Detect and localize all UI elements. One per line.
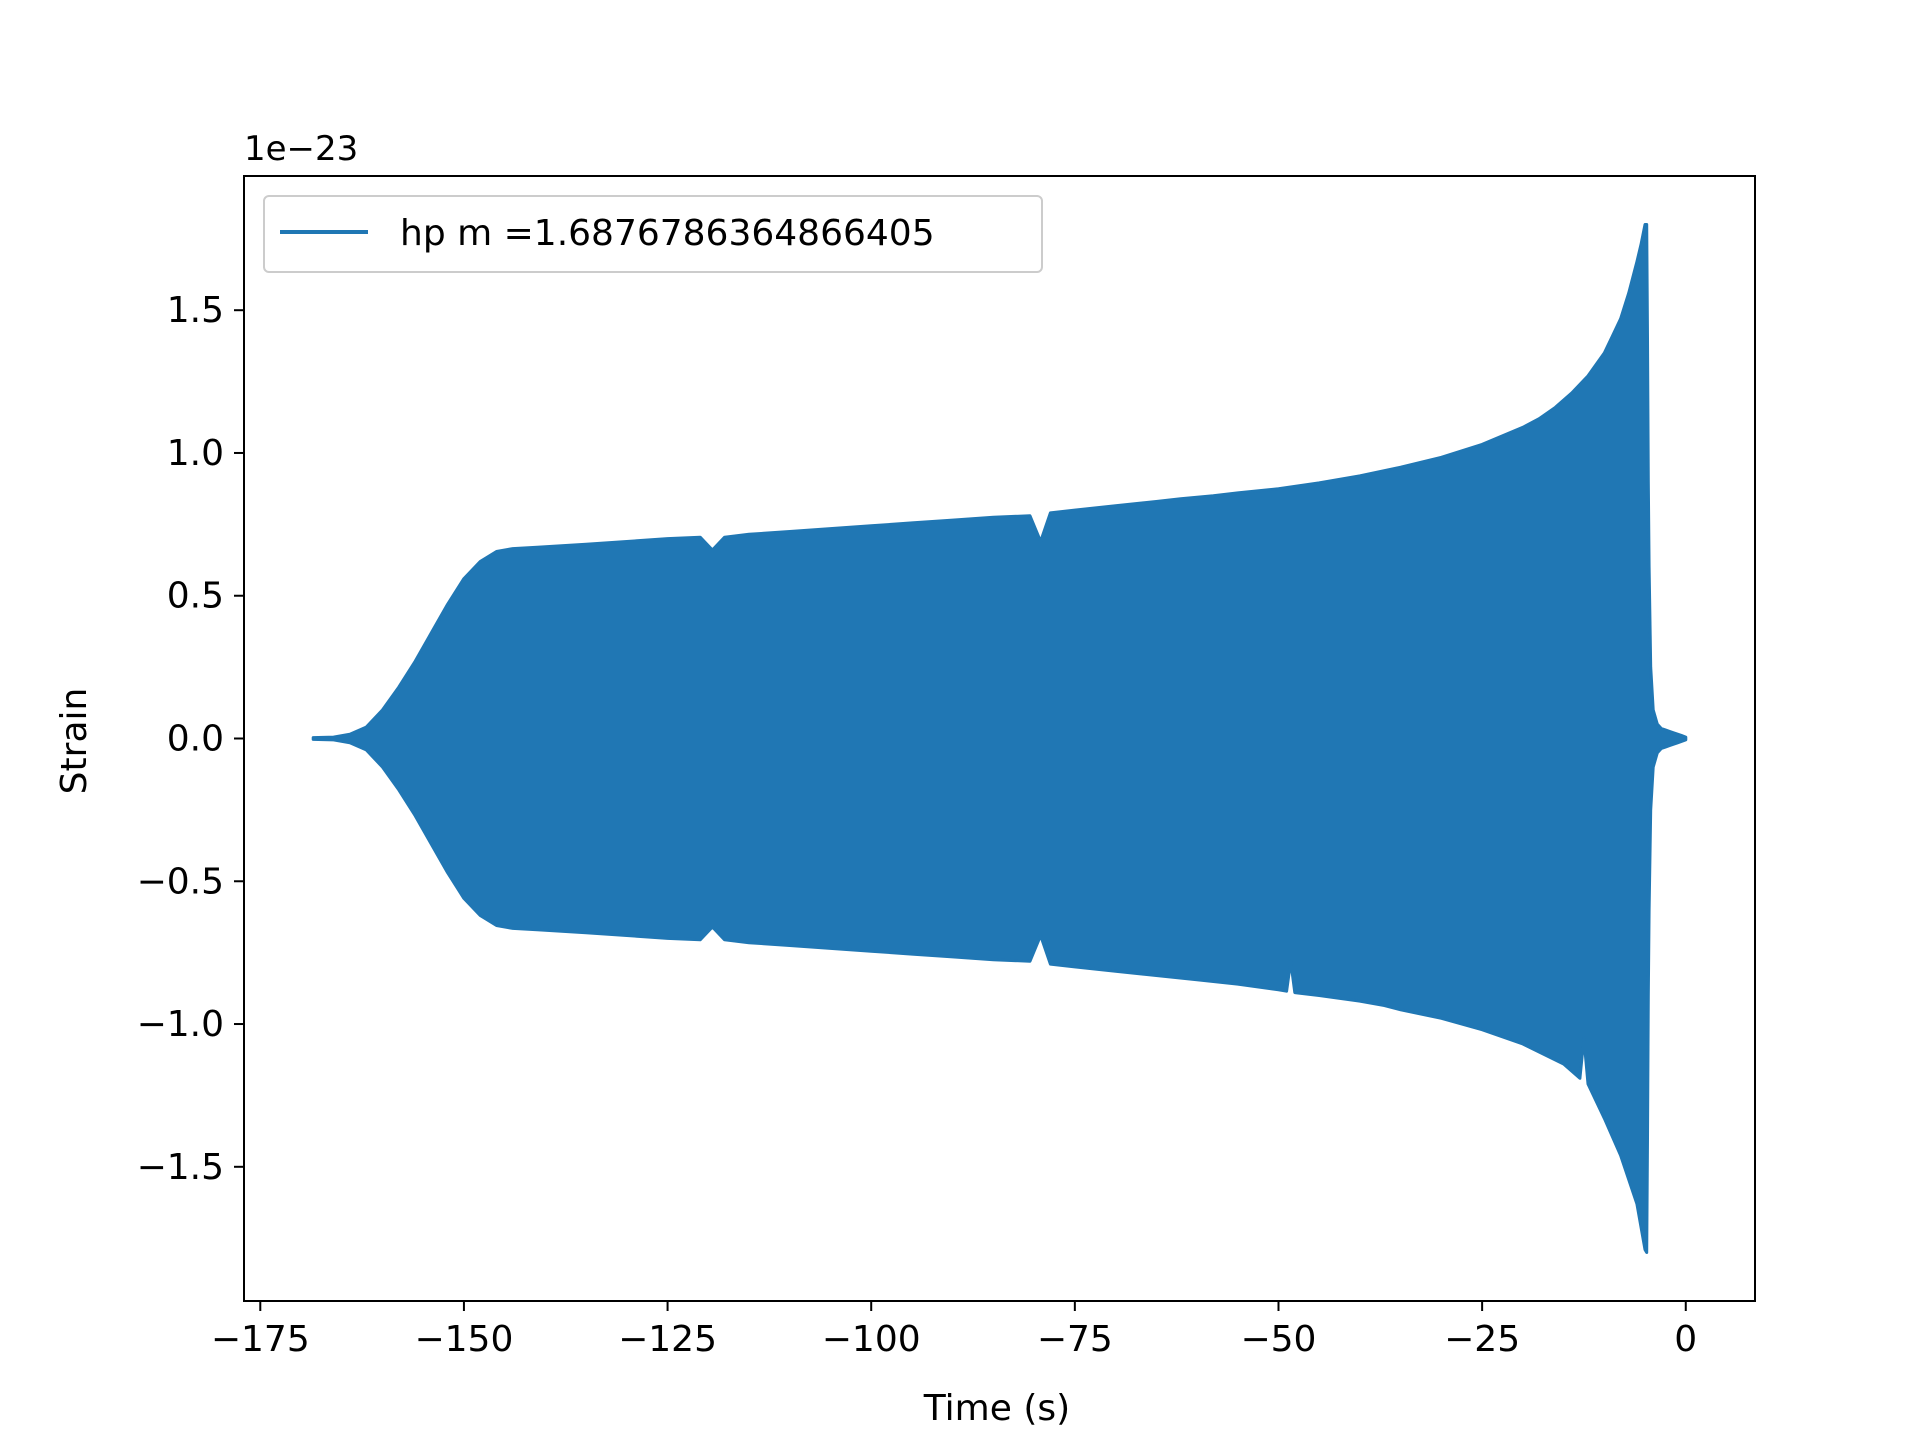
y-tick-label: −0.5 [137,861,224,902]
y-tick-label: 0.0 [167,719,224,760]
x-tick-label: −75 [1037,1319,1113,1360]
x-tick-label: −25 [1444,1319,1520,1360]
y-tick-label: 1.0 [167,433,224,474]
x-axis-label: Time (s) [923,1388,1070,1429]
y-axis-offset-text: 1e−23 [244,129,358,169]
y-tick-label: 1.5 [167,290,224,331]
y-tick-label: −1.0 [137,1004,224,1045]
legend-label: hp m =1.6876786364866405 [400,213,935,254]
legend-box [263,195,1043,273]
x-tick-label: −175 [211,1319,310,1360]
series-waveform-fill [311,223,1688,1254]
plot-area [311,223,1688,1254]
x-tick-label: −100 [822,1319,921,1360]
y-tick-label: 0.5 [167,576,224,617]
y-axis-label: Strain [54,688,95,795]
y-axis: −1.5 −1.0 −0.5 0.0 0.5 1.0 1.5 [137,290,244,1188]
x-tick-label: −125 [618,1319,717,1360]
x-tick-label: 0 [1674,1319,1697,1360]
x-tick-label: −150 [414,1319,513,1360]
y-tick-label: −1.5 [137,1147,224,1188]
legend: hp m =1.6876786364866405 [263,195,1043,273]
x-axis: −175 −150 −125 −100 −75 −50 −25 0 [211,1301,1697,1360]
x-tick-label: −50 [1240,1319,1316,1360]
